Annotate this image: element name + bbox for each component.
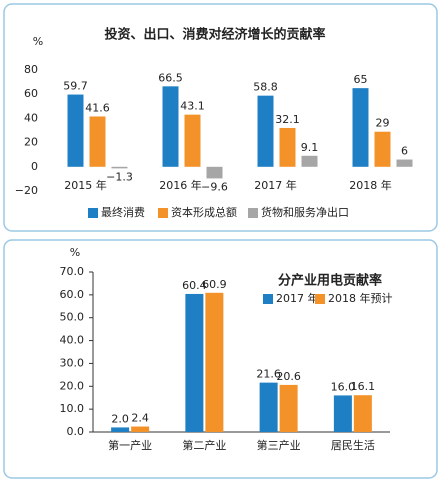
legend-swatch (88, 208, 98, 218)
value-label: 59.7 (63, 80, 88, 93)
y-tick-label: 20.0 (60, 379, 85, 392)
bar (259, 382, 278, 432)
y-tick-label: 60 (24, 87, 38, 100)
y-tick-label: 20 (24, 136, 38, 149)
bar (333, 395, 352, 432)
value-label: 16.0 (331, 380, 356, 393)
x-tick-label: 2016 年 (159, 178, 202, 192)
value-label: 41.6 (85, 101, 110, 114)
y-tick-label: −20 (15, 184, 38, 197)
bar (205, 292, 224, 432)
bar (352, 88, 369, 167)
value-label: 29 (376, 117, 390, 130)
bar (279, 384, 298, 432)
legend-label: 2017 年 (276, 291, 319, 305)
legend-swatch (315, 294, 325, 304)
y-tick-label: 40.0 (60, 334, 85, 347)
legend-label: 2018 年预计 (328, 291, 393, 305)
value-label: 2.4 (131, 412, 149, 425)
x-tick-label: 第二产业 (182, 438, 226, 452)
bar (184, 114, 201, 167)
value-label: 2.0 (111, 412, 129, 425)
y-axis-label: % (70, 246, 80, 259)
bar (67, 94, 84, 167)
legend-swatch (248, 208, 258, 218)
value-label: 65 (354, 73, 368, 86)
bar (111, 166, 128, 169)
value-label: 43.1 (180, 100, 205, 113)
legend-label: 货物和服务净出口 (261, 205, 349, 219)
x-tick-label: 第三产业 (257, 438, 301, 452)
panel-frame (3, 3, 438, 232)
x-tick-label: 2015 年 (64, 178, 107, 192)
bar (111, 427, 130, 432)
y-tick-label: 30.0 (60, 356, 85, 369)
y-tick-label: 80 (24, 63, 38, 76)
value-label: −9.6 (201, 180, 228, 193)
value-label: 9.1 (301, 141, 319, 154)
y-tick-label: 60.0 (60, 288, 85, 301)
bar (131, 426, 150, 432)
bar (257, 95, 274, 167)
bar (185, 293, 204, 432)
y-tick-label: 0.0 (67, 425, 85, 438)
value-label: −1.3 (106, 170, 133, 183)
bar (206, 166, 223, 179)
value-label: 66.5 (158, 71, 183, 84)
y-tick-label: 70.0 (60, 265, 85, 278)
bar (279, 127, 296, 167)
y-tick-label: 40 (24, 111, 38, 124)
x-tick-label: 2018 年 (349, 178, 392, 192)
bar (301, 155, 318, 167)
bar (162, 86, 179, 167)
x-tick-label: 2017 年 (254, 178, 297, 192)
value-label: 32.1 (275, 113, 300, 126)
bar (396, 159, 413, 167)
value-label: 16.1 (351, 380, 376, 393)
legend-swatch (263, 294, 273, 304)
chart-title: 投资、出口、消费对经济增长的贡献率 (104, 27, 325, 43)
bar (374, 131, 391, 167)
value-label: 21.6 (256, 368, 281, 381)
panel-frame (3, 239, 438, 479)
legend-swatch (158, 208, 168, 218)
value-label: 6 (401, 145, 408, 158)
value-label: 60.4 (182, 279, 207, 292)
y-axis-label: % (33, 35, 43, 48)
legend-label: 资本形成总额 (171, 205, 237, 219)
y-tick-label: 0 (31, 160, 38, 173)
value-label: 60.9 (202, 278, 227, 291)
value-label: 58.8 (253, 81, 278, 94)
y-tick-label: 10.0 (60, 402, 85, 415)
x-tick-label: 居民生活 (331, 438, 375, 452)
x-tick-label: 第一产业 (108, 438, 152, 452)
value-label: 20.6 (276, 370, 301, 383)
chart-title: 分产业用电贡献率 (278, 273, 382, 289)
y-tick-label: 50.0 (60, 311, 85, 324)
bar (353, 395, 372, 432)
legend-label: 最终消费 (101, 205, 145, 219)
bar (89, 116, 106, 167)
